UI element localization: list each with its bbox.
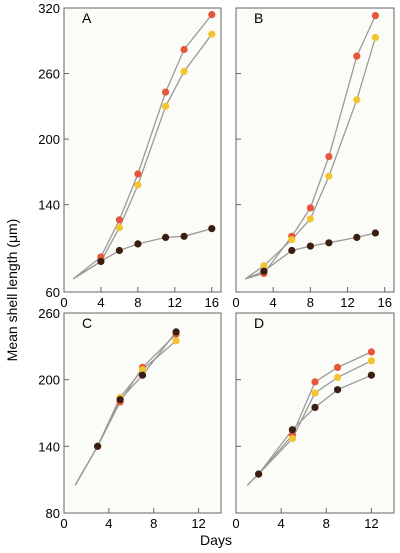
x-tick-label-c-0: 0 (60, 516, 67, 531)
data-point-d-yellow-3 (334, 373, 342, 381)
data-point-b-orange-2 (306, 204, 314, 212)
data-point-d-brown-4 (367, 371, 375, 379)
data-point-b-brown-0 (260, 267, 268, 275)
panel-d: D 0 4 8 12 (232, 312, 395, 531)
panel-label-d: D (254, 315, 264, 331)
data-point-a-brown-3 (162, 233, 170, 241)
panel-a: A 0 4 8 12 16 60 140 200 260 320 (38, 1, 222, 310)
data-point-a-brown-2 (134, 240, 142, 248)
data-point-b-orange-5 (371, 12, 379, 20)
plot-frame-c (63, 312, 222, 514)
data-point-c-brown-2 (138, 371, 147, 379)
data-point-b-yellow-5 (371, 33, 379, 42)
plot-area-b (236, 8, 394, 292)
panel-label-c: C (82, 315, 92, 331)
data-point-b-yellow-0 (260, 262, 268, 270)
x-tick-label-c-8: 8 (150, 516, 157, 531)
data-point-a-yellow-2 (134, 181, 142, 189)
data-point-c-brown-0 (94, 442, 102, 450)
plot-area-c (64, 313, 221, 513)
data-point-b-yellow-1 (288, 236, 296, 244)
data-point-b-brown-4 (353, 233, 361, 241)
x-tick-label-d-12: 12 (364, 516, 378, 531)
data-point-b-brown-1 (288, 246, 296, 255)
y-tick-label-a-60: 60 (46, 285, 60, 300)
data-point-b-brown-3 (325, 239, 333, 247)
plot-frame-b (235, 7, 395, 293)
panel-b: B 0 4 8 12 16 (232, 7, 395, 310)
x-axis-title: Days (200, 532, 232, 548)
data-point-d-brown-0 (255, 470, 263, 478)
data-point-a-orange-1 (115, 216, 123, 224)
plot-area-d (236, 313, 394, 513)
plot-area-a (64, 8, 221, 292)
data-point-d-brown-3 (334, 386, 342, 394)
y-tick-label-a-320: 320 (38, 1, 60, 16)
data-point-b-orange-4 (353, 52, 361, 60)
data-point-a-brown-1 (115, 246, 123, 255)
y-tick-label-c-200: 200 (38, 373, 60, 388)
data-point-b-yellow-2 (306, 215, 314, 223)
data-point-d-brown-1 (288, 426, 296, 434)
data-point-a-yellow-5 (208, 30, 216, 38)
x-tick-label-a-12: 12 (168, 295, 182, 310)
data-point-a-orange-2 (134, 170, 142, 178)
data-point-b-brown-5 (371, 229, 379, 237)
data-point-b-yellow-4 (353, 96, 361, 104)
x-tick-label-b-4: 4 (270, 295, 277, 310)
x-tick-label-b-0: 0 (232, 295, 239, 310)
x-tick-label-a-0: 0 (60, 295, 67, 310)
x-tick-label-b-16: 16 (377, 295, 391, 310)
x-tick-label-d-0: 0 (232, 516, 239, 531)
data-point-a-brown-5 (208, 225, 216, 233)
data-point-d-yellow-4 (367, 357, 375, 365)
panel-c: C 0 4 8 12 80 140 200 260 (38, 306, 222, 531)
data-point-d-yellow-1 (288, 435, 296, 443)
x-tick-label-c-4: 4 (105, 516, 112, 531)
y-tick-label-c-140: 140 (38, 439, 60, 454)
data-point-b-yellow-3 (325, 172, 333, 180)
data-point-d-brown-2 (311, 403, 319, 411)
data-point-c-brown-3 (172, 328, 180, 336)
data-point-d-orange-2 (311, 378, 319, 386)
y-tick-label-a-140: 140 (38, 198, 60, 213)
data-point-a-yellow-1 (115, 224, 123, 232)
data-point-a-brown-0 (97, 257, 105, 265)
data-point-a-orange-5 (208, 11, 216, 19)
data-point-a-yellow-3 (162, 102, 170, 110)
x-tick-label-a-4: 4 (97, 295, 104, 310)
y-tick-label-a-260: 260 (38, 67, 60, 82)
y-axis-title: Mean shell length (μm) (4, 219, 20, 362)
panel-label-a: A (82, 10, 92, 26)
data-point-a-yellow-4 (180, 67, 188, 75)
y-tick-label-c-80: 80 (46, 506, 60, 521)
x-tick-label-b-8: 8 (307, 295, 314, 310)
data-point-b-brown-2 (306, 242, 314, 250)
x-tick-label-a-8: 8 (134, 295, 141, 310)
data-point-c-yellow-3 (172, 337, 180, 345)
x-tick-label-d-4: 4 (278, 516, 285, 531)
data-point-d-orange-4 (367, 348, 375, 356)
data-point-c-yellow-2 (138, 366, 147, 374)
data-point-a-orange-4 (180, 45, 188, 54)
data-point-a-brown-4 (180, 232, 188, 240)
data-point-b-orange-3 (325, 153, 333, 161)
plot-frame-a (63, 7, 222, 293)
x-tick-label-c-12: 12 (191, 516, 205, 531)
x-tick-label-a-16: 16 (205, 295, 219, 310)
plot-frame-d (235, 312, 395, 514)
panel-label-b: B (254, 10, 263, 26)
data-point-c-brown-1 (116, 396, 124, 404)
x-tick-label-d-8: 8 (323, 516, 330, 531)
y-tick-label-c-260: 260 (38, 306, 60, 321)
x-tick-label-b-12: 12 (340, 295, 354, 310)
data-point-a-orange-3 (162, 88, 170, 96)
data-point-d-orange-3 (334, 363, 342, 371)
y-tick-label-a-200: 200 (38, 132, 60, 147)
data-point-d-yellow-2 (311, 389, 319, 397)
